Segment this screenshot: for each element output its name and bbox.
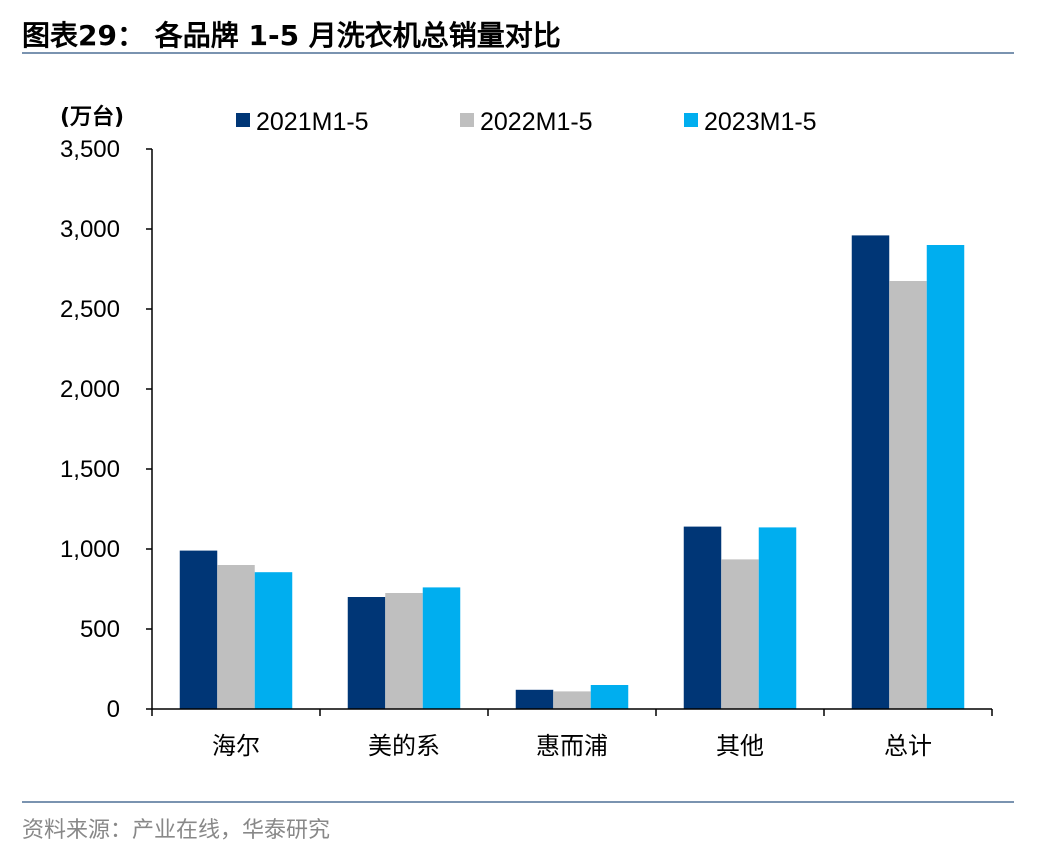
x-category-label: 惠而浦: [536, 732, 608, 760]
source-divider: [22, 801, 1014, 803]
chart-legend: 2021M1-5 2022M1-5 2023M1-5: [236, 108, 817, 136]
bar-2021M1-5-其他: [683, 526, 722, 709]
y-tick-label: 3,500: [60, 136, 120, 163]
y-axis: 0 500 1,000 1,500 2,000 2,500 3,000 3,500: [60, 136, 153, 723]
y-tick-label: 0: [107, 696, 120, 723]
title-divider: [22, 52, 1014, 54]
legend-swatch: [684, 113, 698, 127]
x-axis: 海尔 美的系 惠而浦 其他 总计: [151, 708, 993, 760]
y-tick-label: 2,500: [60, 296, 120, 323]
bar-2021M1-5-总计: [851, 235, 890, 709]
bars: [179, 235, 965, 709]
y-tick-label: 500: [80, 616, 120, 643]
x-category-label: 其他: [716, 732, 764, 760]
y-tick-label: 3,000: [60, 216, 120, 243]
legend-label: 2021M1-5: [256, 108, 369, 136]
bar-2023M1-5-总计: [926, 245, 965, 709]
bar-2023M1-5-海尔: [254, 572, 293, 709]
bar-2022M1-5-总计: [889, 281, 927, 709]
bar-2022M1-5-其他: [721, 559, 759, 709]
x-category-label: 美的系: [368, 732, 440, 760]
bar-2023M1-5-美的系: [422, 587, 461, 709]
bar-2022M1-5-惠而浦: [553, 691, 591, 709]
x-category-label: 海尔: [212, 732, 260, 760]
bar-2021M1-5-美的系: [347, 597, 386, 709]
source-note: 资料来源：产业在线，华泰研究: [22, 818, 331, 843]
legend-swatch: [460, 113, 474, 127]
bar-2022M1-5-美的系: [385, 593, 423, 709]
legend-label: 2023M1-5: [704, 108, 817, 136]
bar-2022M1-5-海尔: [217, 565, 255, 709]
legend-label: 2022M1-5: [480, 108, 593, 136]
y-tick-label: 1,000: [60, 536, 120, 563]
y-tick-label: 2,000: [60, 376, 120, 403]
x-category-label: 总计: [884, 732, 932, 760]
figure-title: 图表29： 各品牌 1-5 月洗衣机总销量对比: [22, 19, 561, 52]
bar-2021M1-5-惠而浦: [515, 689, 554, 709]
bar-2023M1-5-惠而浦: [590, 685, 629, 709]
y-axis-unit-label: (万台): [60, 104, 124, 130]
y-tick-label: 1,500: [60, 456, 120, 483]
bar-2023M1-5-其他: [758, 527, 797, 709]
legend-swatch: [236, 113, 250, 127]
bar-2021M1-5-海尔: [179, 550, 218, 709]
